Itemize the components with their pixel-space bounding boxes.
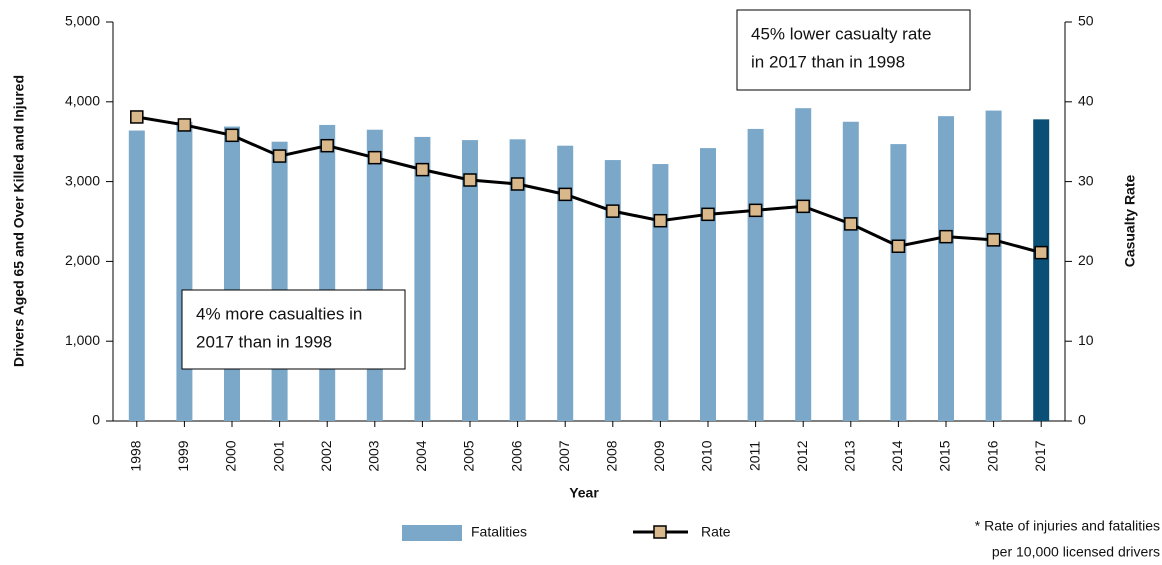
rate-marker	[558, 187, 572, 202]
x-tick-label: 2010	[699, 440, 715, 471]
rate-marker	[225, 128, 239, 143]
rate-marker	[939, 229, 953, 244]
x-tick-label: 2009	[651, 440, 667, 471]
y2-tick-label: 50	[1078, 13, 1094, 29]
x-tick-label: 2015	[937, 440, 953, 471]
x-tick-label: 2014	[889, 440, 905, 471]
annotation-box	[736, 9, 971, 91]
bar	[366, 129, 383, 422]
bar	[652, 164, 669, 421]
rate-marker	[368, 150, 382, 165]
rate-marker	[272, 149, 287, 163]
x-tick-label: 1999	[175, 440, 191, 471]
x-tick-label: 2005	[461, 440, 477, 471]
rate-marker	[891, 239, 906, 253]
annotation-text: 4% more casualties in	[196, 304, 362, 323]
bar	[938, 116, 954, 421]
bar	[557, 145, 574, 421]
bar	[747, 128, 764, 421]
rate-marker	[606, 204, 620, 218]
x-tick-label: 1998	[128, 440, 144, 471]
y-tick-label: 5,000	[65, 13, 100, 29]
x-tick-label: 2016	[984, 440, 1000, 471]
x-tick-label: 2001	[270, 440, 286, 471]
y2-tick-label: 30	[1078, 172, 1094, 188]
x-tick-label: 2007	[556, 440, 572, 471]
legend-marker	[653, 525, 667, 539]
x-tick-label: 2017	[1032, 440, 1048, 471]
rate-marker	[510, 177, 525, 191]
y-tick-label: 2,000	[65, 252, 100, 268]
y2-tick-label: 10	[1078, 332, 1094, 348]
rate-marker	[177, 118, 192, 132]
annotation-text: in 2017 than in 1998	[751, 52, 905, 71]
bar	[319, 124, 336, 421]
x-tick-label: 2012	[794, 440, 810, 471]
y2-axis-label: Casualty Rate	[1122, 174, 1138, 267]
y2-tick-label: 20	[1078, 252, 1094, 268]
bar	[1033, 119, 1050, 421]
rate-marker	[1034, 245, 1048, 260]
rate-marker	[320, 138, 334, 153]
y2-tick-label: 0	[1078, 412, 1086, 428]
y-tick-label: 1,000	[65, 332, 100, 348]
bar	[224, 126, 240, 422]
bar	[604, 160, 621, 421]
rate-marker	[796, 199, 810, 214]
footnote: * Rate of injuries and fatalities	[975, 518, 1160, 534]
x-axis-label: Year	[569, 485, 599, 501]
rate-marker	[463, 173, 477, 187]
bar	[842, 121, 859, 421]
footnote: per 10,000 licensed drivers	[992, 544, 1160, 560]
bar	[890, 144, 907, 421]
bar	[271, 141, 288, 421]
y-tick-label: 4,000	[65, 93, 100, 109]
x-tick-label: 2004	[413, 440, 429, 471]
y2-tick-label: 40	[1078, 93, 1094, 109]
rate-marker	[653, 213, 668, 228]
rate-marker	[748, 203, 763, 218]
y-tick-label: 0	[92, 412, 100, 428]
bar	[795, 108, 812, 422]
annotation-text: 45% lower casualty rate	[751, 24, 931, 43]
bar	[462, 140, 478, 421]
rate-line	[136, 115, 1042, 255]
legend-label: Fatalities	[471, 524, 527, 540]
x-tick-label: 2002	[318, 440, 334, 471]
bar	[414, 136, 431, 422]
y-tick-label: 3,000	[65, 172, 100, 188]
rate-marker	[130, 110, 144, 124]
rate-marker	[701, 207, 715, 222]
x-tick-label: 2008	[604, 440, 620, 471]
rate-marker	[986, 233, 1001, 247]
y-axis-label: Drivers Aged 65 and Over Killed and Inju…	[11, 75, 27, 367]
bar	[128, 130, 145, 421]
bar	[700, 148, 716, 422]
bar	[985, 110, 1002, 421]
x-tick-label: 2006	[508, 440, 524, 471]
bar	[509, 139, 526, 421]
legend-swatch	[402, 525, 462, 541]
rate-marker	[415, 162, 430, 177]
bar	[176, 121, 193, 421]
x-tick-label: 2013	[842, 440, 858, 471]
annotation-text: 2017 than in 1998	[196, 332, 332, 351]
x-tick-label: 2003	[366, 440, 382, 471]
annotation-box	[181, 289, 406, 370]
legend-label: Rate	[701, 524, 731, 540]
rate-marker	[844, 217, 858, 231]
x-tick-label: 2000	[223, 440, 239, 471]
x-tick-label: 2011	[746, 441, 762, 471]
